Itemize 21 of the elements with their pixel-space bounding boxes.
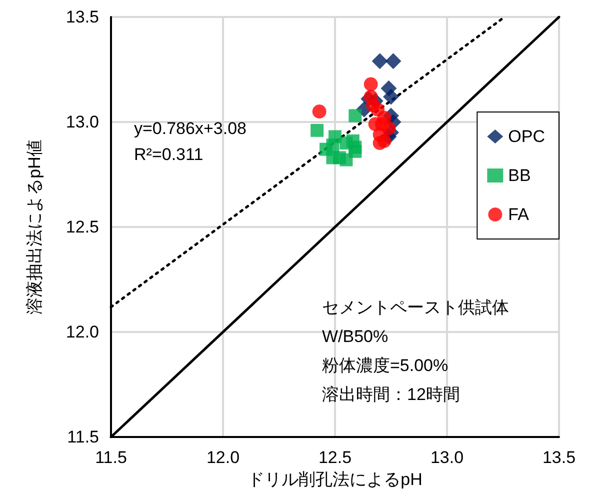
y-tick-label: 11.5: [67, 428, 99, 446]
x-tick-label: 13.0: [430, 448, 464, 467]
y-tick-label: 13.0: [66, 112, 99, 132]
legend-label: OPC: [508, 127, 546, 146]
y-tick-label: 12.0: [66, 322, 99, 342]
legend-label: FA: [508, 205, 530, 224]
x-tick-label: 12.0: [206, 448, 240, 467]
annotation: y=0.786x+3.08: [134, 119, 246, 138]
annotation: 粉体濃度=5.00%: [322, 356, 448, 375]
x-tick-label: 13.5: [542, 448, 576, 467]
legend-label: BB: [508, 166, 531, 185]
annotation: 溶出時間：12時間: [322, 385, 460, 404]
y-tick-label: 12.5: [66, 218, 99, 236]
annotation: セメントペースト供試体: [322, 298, 509, 317]
annotation: R²=0.311: [134, 145, 204, 164]
x-tick-label: 11.5: [95, 448, 127, 467]
y-axis-title: 溶液抽出法によるpH値: [25, 140, 44, 314]
x-axis-title: ドリル削孔法によるpH: [248, 470, 422, 489]
y-tick-label: 13.5: [66, 8, 99, 26]
x-tick-label: 12.5: [318, 448, 352, 467]
annotation: W/B50%: [322, 327, 388, 346]
